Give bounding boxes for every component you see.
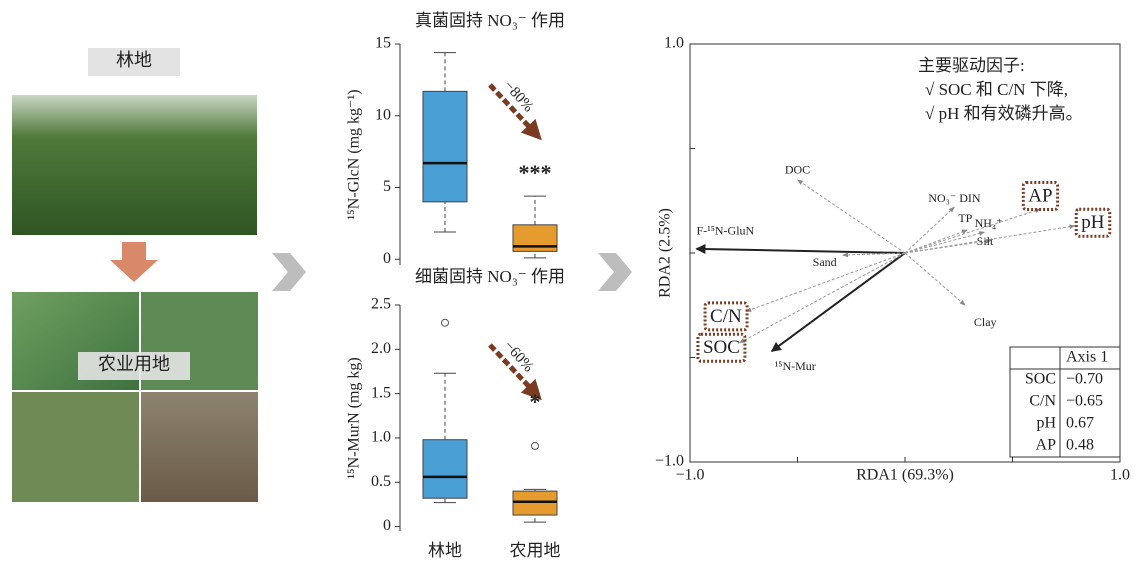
y-tick-label: 5 (383, 178, 391, 195)
outlier (442, 319, 449, 326)
y-tick-label: 15 (375, 35, 391, 52)
y-tick-label: 10 (375, 106, 391, 123)
significance: * (530, 389, 541, 414)
chevron (272, 253, 306, 291)
table-cell: −0.70 (1066, 371, 1103, 388)
y-tick-label: 2.5 (371, 296, 391, 313)
vector-label: NO₃⁻ DIN (928, 191, 981, 205)
photo-label: 林地 (116, 50, 152, 70)
vector-label: Sand (813, 255, 837, 269)
note: √ SOC 和 C/N 下降, (925, 80, 1068, 99)
table-row-label: pH (1036, 415, 1056, 432)
box (423, 91, 467, 202)
y-axis-label: ¹⁵N-GlcN (mg kg⁻¹) (346, 89, 363, 219)
y-axis-label: RDA2 (2.5%) (657, 208, 674, 298)
vector-label: F-¹⁵N-GluN (696, 224, 754, 238)
y-tick-label: 0 (383, 250, 391, 267)
env-vector (905, 226, 1075, 253)
env-vector (905, 230, 967, 253)
response-vector (772, 253, 905, 351)
crop-photo (12, 392, 139, 502)
y-tick-label: 1.0 (664, 35, 684, 52)
table-row-label: C/N (1029, 393, 1056, 410)
response-vector (696, 249, 905, 253)
table-cell: −0.65 (1066, 393, 1103, 410)
env-vector (798, 180, 906, 253)
outlier (532, 442, 539, 449)
vector-label: NH₄⁺ (975, 216, 1003, 230)
table-cell: 0.67 (1066, 415, 1094, 432)
y-tick-label: −1.0 (655, 453, 684, 470)
note: 主要驱动因子: (918, 56, 1025, 75)
forest-photo (12, 95, 257, 235)
vector-label: pH (1081, 212, 1105, 233)
y-tick-label: 1.5 (371, 384, 391, 401)
y-tick-label: 1.0 (371, 429, 391, 446)
table-header: Axis 1 (1066, 349, 1108, 366)
y-tick-label: 0 (383, 517, 391, 534)
table-row-label: AP (1036, 437, 1057, 454)
chevron (598, 253, 632, 291)
table-row-label: SOC (1025, 371, 1056, 388)
vector-label: SOC (703, 337, 740, 358)
x-tick-label: 林地 (428, 541, 462, 560)
y-tick-label: 2.0 (371, 340, 391, 357)
x-tick-label: 1.0 (1110, 467, 1130, 484)
box (513, 491, 557, 515)
env-vector (905, 209, 1040, 253)
photo-label: 农业用地 (98, 354, 170, 374)
x-tick-label: 农用地 (510, 541, 561, 560)
table-cell: 0.48 (1066, 437, 1094, 454)
change-label: −60% (500, 338, 536, 375)
box (423, 440, 467, 498)
vector-label: AP (1028, 185, 1052, 206)
change-label: −80% (500, 78, 536, 115)
y-tick-label: 0.5 (371, 473, 391, 490)
vector-label: DOC (785, 163, 810, 177)
vector-label: Clay (974, 315, 997, 329)
down-arrow (110, 242, 158, 282)
env-vector (905, 253, 965, 305)
tree-photo (141, 392, 258, 502)
vector-label: TP (958, 211, 972, 225)
vector-label: ¹⁵N-Mur (775, 359, 816, 373)
chart-title: 细菌固持 NO₃⁻ 作用 (415, 267, 565, 286)
figure: 林地 农业用地 真菌固持 NO₃⁻ 作用 ¹⁵N-GlcN (mg kg⁻¹) 0 5… (0, 0, 1141, 561)
vector-label: C/N (710, 306, 742, 327)
significance: *** (519, 160, 552, 185)
chart-title: 真菌固持 NO₃⁻ 作用 (415, 11, 565, 30)
note: √ pH 和有效磷升高。 (925, 104, 1083, 123)
y-axis-label: ¹⁵N-MurN (mg kg) (346, 357, 363, 478)
x-axis-label: RDA1 (69.3%) (856, 467, 954, 484)
